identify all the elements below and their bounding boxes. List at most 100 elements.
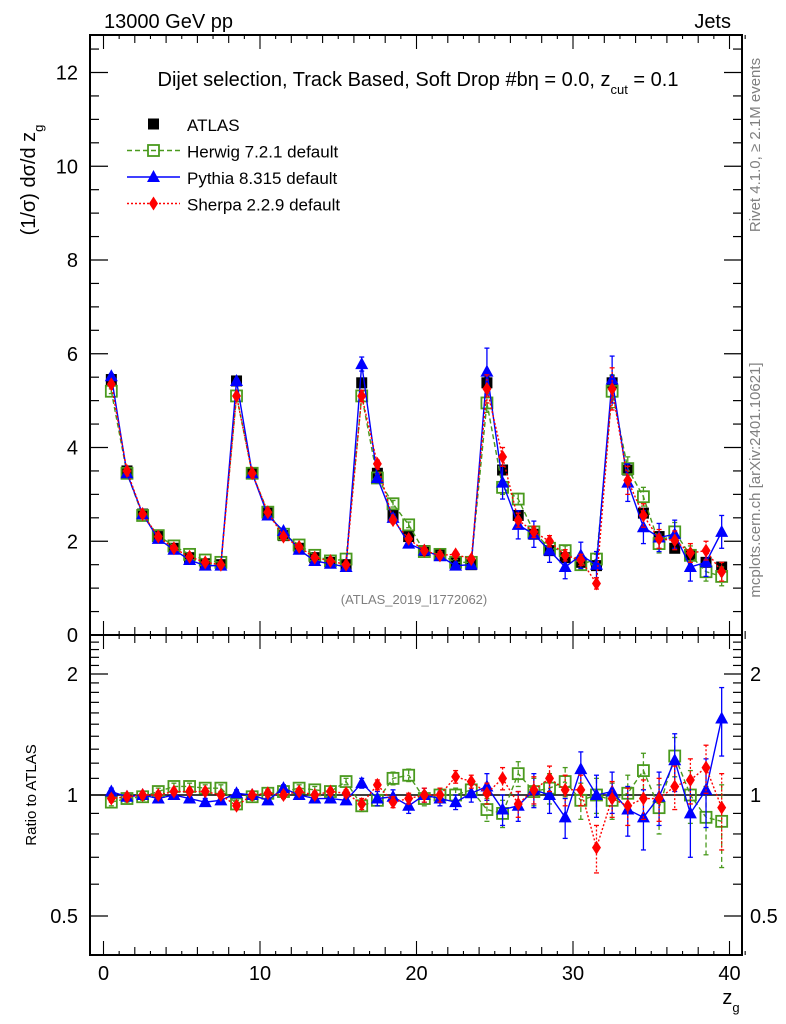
main-title: Dijet selection, Track Based, Soft Drop …	[158, 69, 679, 97]
ratio-series-line	[111, 718, 723, 819]
ratio-y-tick-label: 2	[67, 664, 78, 686]
mcplots-label: mcplots.cern.ch [arXiv:2401.10621]	[747, 362, 764, 597]
main-data-point	[480, 364, 494, 377]
ratio-data-point	[717, 800, 727, 815]
legend-label: Herwig 7.2.1 default	[187, 143, 338, 162]
main-data-point	[402, 518, 416, 532]
x-tick-label: 20	[405, 963, 427, 985]
main-data-point	[480, 396, 494, 410]
main-data-point	[699, 555, 713, 568]
ratio-data-point	[558, 810, 572, 823]
legend-label: Pythia 8.315 default	[187, 169, 338, 188]
ratio-data-point	[464, 786, 478, 799]
main-data-point	[419, 543, 429, 558]
ratio-data-point	[402, 768, 416, 782]
ratio-data-point	[529, 782, 539, 797]
main-data-point	[278, 529, 288, 544]
main-data-point	[200, 555, 210, 570]
ratio-data-point	[685, 772, 695, 787]
x-axis-label-text: z	[722, 987, 732, 1009]
main-y-tick-label: 4	[67, 438, 78, 460]
ratio-series-line	[111, 753, 722, 823]
main-series-sherpa-2-2-9-default	[106, 367, 727, 591]
x-tick-label: 0	[98, 963, 109, 985]
main-data-point	[496, 475, 510, 488]
legend-item-atlas: ATLAS	[148, 116, 240, 135]
main-series-layer	[104, 347, 729, 591]
ratio-data-point	[589, 788, 603, 800]
header-left-label: 13000 GeV pp	[104, 11, 233, 33]
ratio-data-point	[216, 788, 226, 802]
main-y-axis-label-subscript: g	[31, 125, 46, 132]
legend-marker	[147, 170, 160, 182]
ratio-data-point	[370, 791, 384, 804]
main-data-point	[451, 547, 461, 562]
main-data-point	[636, 520, 650, 533]
x-axis-label: zg	[722, 987, 739, 1015]
ratio-data-point	[122, 789, 132, 804]
main-data-point	[216, 557, 226, 572]
ratio-y-tick-label: 0.5	[50, 906, 78, 928]
main-data-point	[717, 564, 727, 579]
ratio-y-tick-label-right: 0.5	[750, 906, 778, 928]
ratio-series-pythia-8-315-default	[104, 686, 729, 858]
ratio-data-point	[480, 779, 494, 792]
ratio-data-point	[355, 776, 369, 789]
ratio-data-point	[104, 784, 118, 797]
main-title-subscript: cut	[611, 82, 629, 97]
main-data-point	[247, 466, 257, 481]
x-tick-label: 30	[562, 963, 584, 985]
ratio-y-axis-label: Ratio to ATLAS	[23, 744, 40, 845]
main-title-text: Dijet selection, Track Based, Soft Drop …	[158, 69, 611, 91]
ratio-data-point	[451, 769, 461, 784]
main-data-point	[683, 560, 697, 573]
legend-item-pythia-8-315-default: Pythia 8.315 default	[127, 169, 338, 188]
legend-marker	[148, 118, 159, 130]
ratio-data-point	[341, 786, 351, 801]
ratio-data-point	[106, 791, 116, 806]
main-data-point	[589, 557, 603, 570]
header-right-label: Jets	[694, 11, 731, 33]
ratio-data-point	[715, 711, 729, 724]
main-y-axis-label: (1/σ) dσ/d zg	[18, 125, 46, 236]
ratio-y-tick-label: 1	[67, 785, 78, 807]
ratio-data-point	[198, 795, 212, 808]
main-y-tick-label: 6	[67, 344, 78, 366]
main-data-point	[372, 456, 382, 471]
ratio-data-point	[357, 796, 367, 811]
main-data-point	[513, 513, 523, 528]
main-data-point	[685, 545, 695, 560]
ratio-data-point	[185, 784, 195, 799]
ratio-data-point	[138, 788, 148, 802]
ratio-data-point	[513, 796, 523, 811]
main-data-point	[607, 381, 617, 396]
main-data-point	[370, 470, 384, 483]
main-data-point	[560, 548, 570, 563]
main-data-point	[357, 388, 367, 403]
main-data-point	[122, 463, 132, 478]
ratio-data-point	[372, 777, 382, 792]
x-tick-label: 10	[249, 963, 271, 985]
main-data-point	[482, 381, 492, 396]
ratio-data-point	[607, 791, 617, 806]
main-data-point	[545, 534, 555, 549]
ratio-data-point	[670, 779, 680, 794]
main-data-point	[466, 552, 476, 567]
x-axis-label-subscript: g	[732, 1000, 739, 1015]
main-y-tick-label: 2	[67, 531, 78, 553]
ratio-data-point	[325, 784, 335, 799]
main-data-point	[169, 541, 179, 556]
main-panel: 0 2 4 6 8 10 12 Dijet selection, Track Based, …	[18, 34, 746, 647]
main-data-point	[670, 533, 680, 548]
ratio-data-point	[576, 782, 586, 797]
legend-marker	[149, 196, 158, 211]
main-data-point	[232, 388, 242, 403]
ratio-data-point	[294, 784, 304, 799]
ratio-data-point	[591, 840, 601, 855]
ratio-data-point	[169, 784, 179, 799]
legend-label: Sherpa 2.2.9 default	[187, 196, 340, 215]
main-data-point	[623, 473, 633, 488]
main-data-point	[341, 557, 351, 572]
main-y-axis-label-text: (1/σ) dσ/d z	[18, 132, 40, 236]
